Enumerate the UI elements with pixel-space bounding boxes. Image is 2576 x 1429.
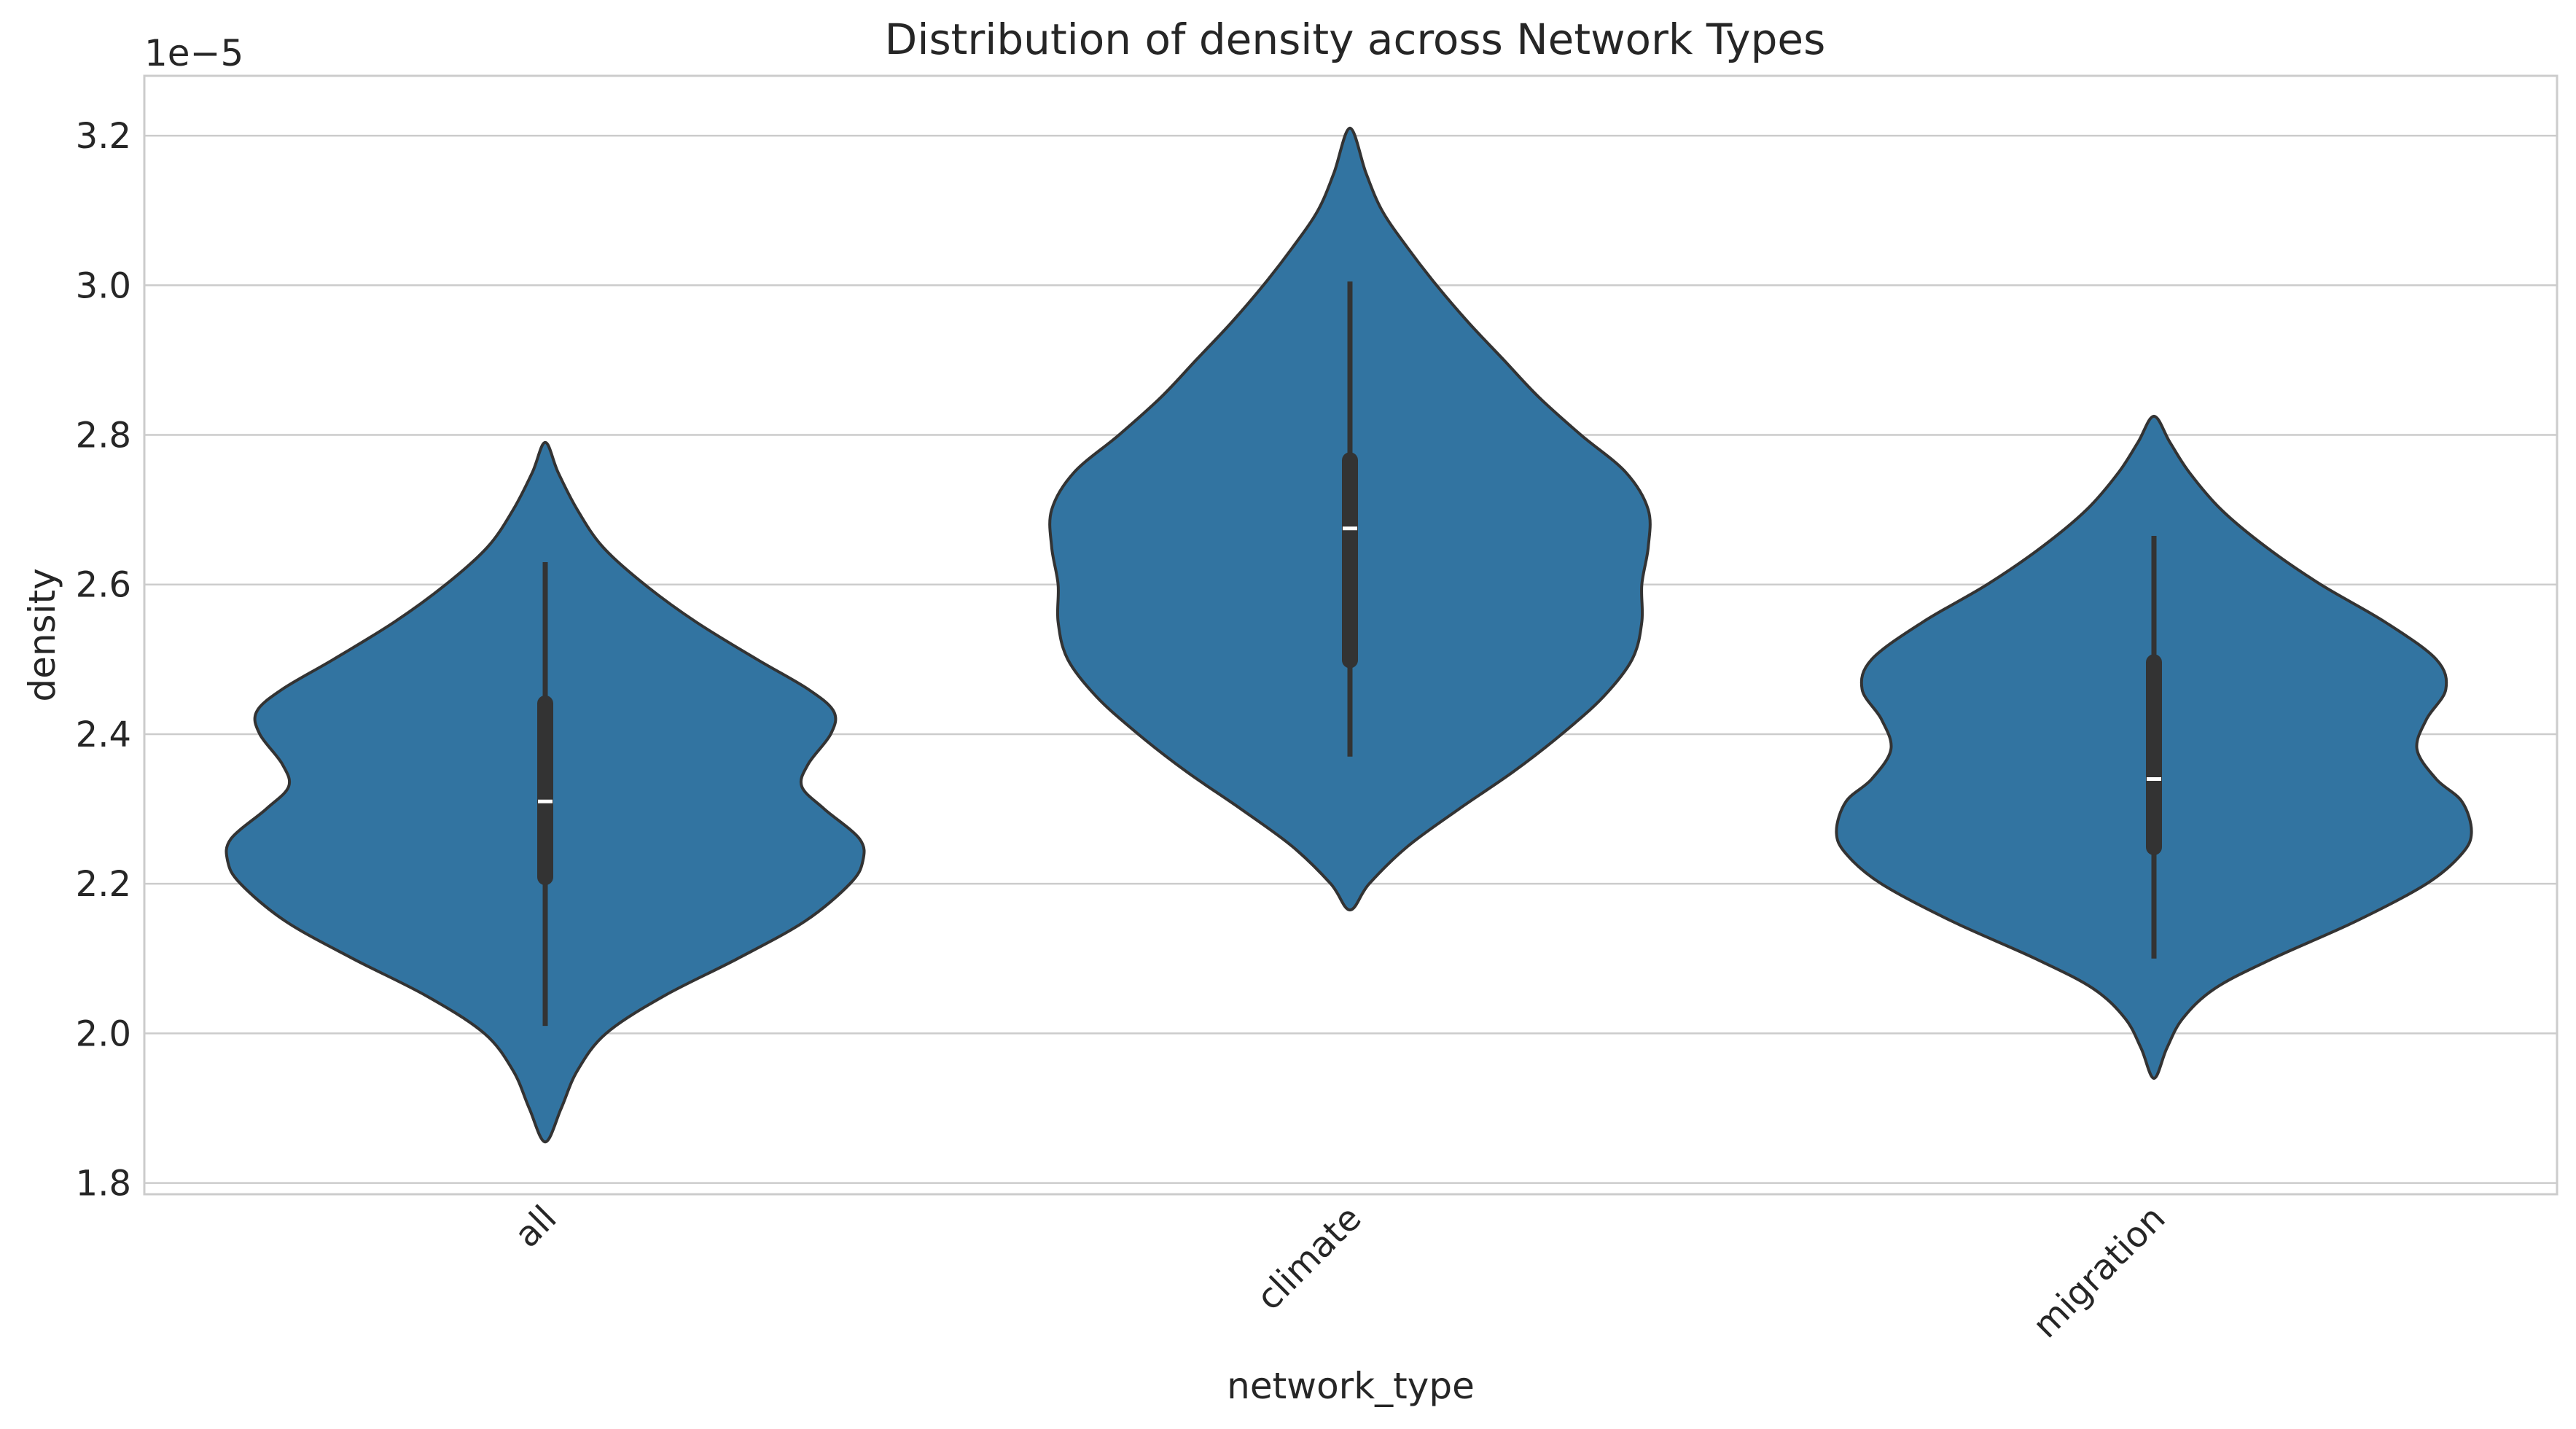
- x-axis-label: network_type: [1227, 1365, 1475, 1407]
- y-tick-label: 3.2: [76, 116, 131, 157]
- y-tick-label: 2.2: [76, 864, 131, 905]
- y-tick-label: 3.0: [76, 265, 131, 306]
- violin-migration: [1835, 414, 2473, 1080]
- y-axis-offset-label: 1e−5: [144, 32, 243, 74]
- chart-title: Distribution of density across Network T…: [885, 15, 1826, 64]
- violin-all: [225, 440, 866, 1144]
- y-tick-label: 2.4: [76, 714, 131, 755]
- y-tick-label: 2.8: [76, 416, 131, 456]
- y-tick-labels: 1.8 2.0 2.2 2.4 2.6 2.8 3.0 3.2: [76, 116, 131, 1204]
- violins: [225, 126, 2473, 1144]
- violin-climate: [1048, 126, 1652, 912]
- y-tick-label: 2.0: [76, 1013, 131, 1054]
- y-tick-label: 1.8: [76, 1164, 131, 1204]
- y-axis-label: density: [21, 568, 63, 701]
- y-tick-label: 2.6: [76, 565, 131, 606]
- plot-frame: [143, 74, 2559, 1196]
